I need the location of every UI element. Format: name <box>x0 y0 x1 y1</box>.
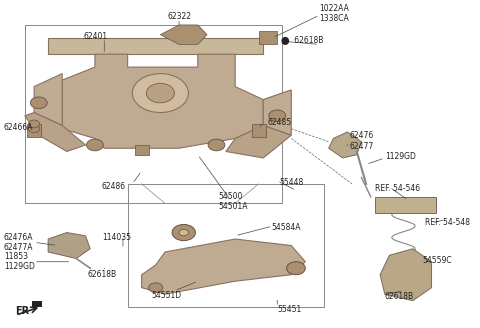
Polygon shape <box>48 233 90 258</box>
Circle shape <box>179 229 189 236</box>
Text: 11853
1129GD: 11853 1129GD <box>4 252 35 272</box>
Bar <box>128 184 324 307</box>
Circle shape <box>28 125 40 133</box>
Bar <box>32 301 42 307</box>
Polygon shape <box>329 132 361 158</box>
Polygon shape <box>380 249 432 301</box>
Polygon shape <box>25 113 85 152</box>
Text: 54584A: 54584A <box>272 223 301 232</box>
Polygon shape <box>34 73 62 126</box>
Polygon shape <box>252 124 265 137</box>
Polygon shape <box>259 31 277 44</box>
Text: REF. 54-548: REF. 54-548 <box>424 218 469 227</box>
Circle shape <box>269 110 286 122</box>
Text: ⬤  62618B: ⬤ 62618B <box>281 36 324 45</box>
Text: 62401: 62401 <box>83 32 108 41</box>
Circle shape <box>287 262 305 275</box>
Text: 54551D: 54551D <box>151 291 181 300</box>
Text: 62485: 62485 <box>268 118 292 127</box>
Polygon shape <box>48 38 263 54</box>
Text: REF. 54-546: REF. 54-546 <box>375 184 420 193</box>
Text: 54559C: 54559C <box>422 256 452 265</box>
Polygon shape <box>263 90 291 135</box>
Circle shape <box>30 97 47 109</box>
Circle shape <box>172 224 195 241</box>
Polygon shape <box>226 126 291 158</box>
Text: 1022AA
1338CA: 1022AA 1338CA <box>319 4 349 23</box>
Text: 62618B: 62618B <box>385 292 414 301</box>
Text: 55448: 55448 <box>279 178 304 187</box>
Circle shape <box>86 139 103 151</box>
Text: 62322: 62322 <box>168 12 192 21</box>
Polygon shape <box>375 197 436 213</box>
Polygon shape <box>142 239 305 294</box>
Polygon shape <box>160 25 207 44</box>
Circle shape <box>146 83 174 103</box>
Circle shape <box>208 139 225 151</box>
Polygon shape <box>27 124 41 137</box>
Bar <box>25 25 282 203</box>
Text: 62476
62477: 62476 62477 <box>350 132 374 151</box>
Polygon shape <box>62 54 263 148</box>
Text: 1129GD: 1129GD <box>385 152 416 161</box>
Circle shape <box>28 120 40 128</box>
Text: 114035: 114035 <box>102 233 131 242</box>
Circle shape <box>149 283 163 293</box>
Text: FR: FR <box>15 306 30 316</box>
Text: 62476A
62477A: 62476A 62477A <box>4 233 33 252</box>
Circle shape <box>132 73 189 113</box>
Polygon shape <box>135 145 149 155</box>
Text: 54500
54501A: 54500 54501A <box>219 192 248 212</box>
Text: 62618B: 62618B <box>88 270 117 279</box>
Text: 62466A: 62466A <box>4 123 33 132</box>
Text: 55451: 55451 <box>277 305 301 314</box>
Text: 62486: 62486 <box>102 182 126 191</box>
